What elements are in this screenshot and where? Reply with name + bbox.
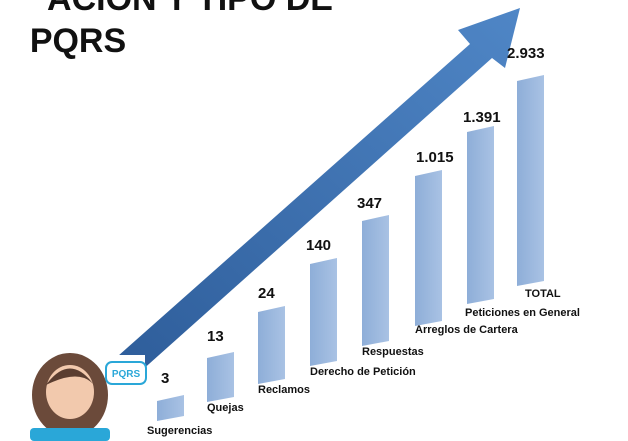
bar (310, 258, 337, 366)
category-label: Quejas (207, 402, 244, 414)
value-label: 24 (258, 285, 275, 302)
value-label: 140 (306, 237, 331, 254)
bar (517, 75, 544, 286)
bars (157, 75, 544, 421)
category-label: Respuestas (362, 346, 424, 358)
category-label: TOTAL (525, 288, 561, 300)
bar (207, 352, 234, 402)
category-label: Reclamos (258, 384, 310, 396)
category-label: Derecho de Petición (310, 366, 416, 378)
title-line-1: ACIÓN Y TIPO DE (47, 0, 333, 18)
person-icon: PQRS (10, 353, 147, 441)
value-label: 2.933 (507, 45, 545, 62)
category-label: Sugerencias (147, 425, 212, 437)
bar (157, 395, 184, 421)
value-label: 13 (207, 328, 224, 345)
category-label: Peticiones en General (465, 307, 580, 319)
bar (258, 306, 285, 384)
value-label: 3 (161, 370, 169, 387)
title-line-2: PQRS (30, 22, 126, 60)
value-label: 1.391 (463, 109, 501, 126)
value-label: 1.015 (416, 149, 454, 166)
bar (415, 170, 442, 326)
growth-arrow (118, 8, 520, 372)
icon-label: PQRS (112, 369, 141, 380)
bar (362, 215, 389, 346)
value-label: 347 (357, 195, 382, 212)
category-label: Arreglos de Cartera (415, 324, 519, 336)
bar (467, 126, 494, 304)
